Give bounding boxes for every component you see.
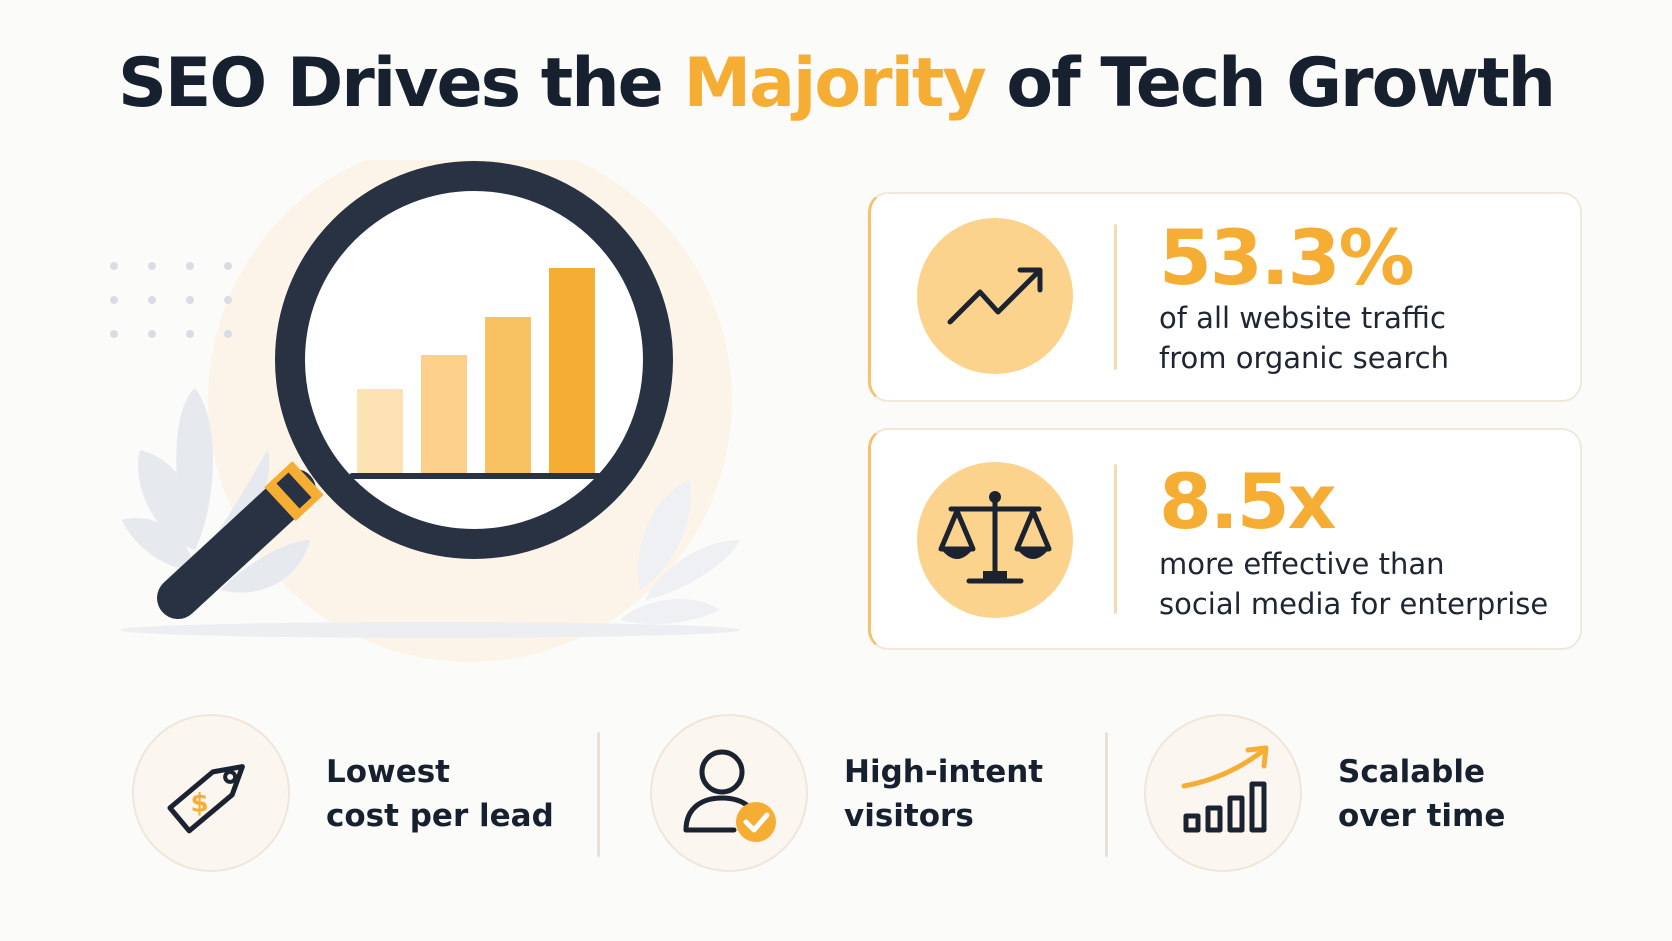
feature-separator: [597, 732, 600, 857]
stat-card-organic-traffic: 53.3% of all website traffic from organi…: [868, 192, 1582, 402]
page-title: SEO Drives the Majority of Tech Growth: [0, 44, 1672, 123]
title-part-1: SEO Drives the: [117, 44, 684, 123]
stat-description-line-1: of all website traffic: [1159, 301, 1446, 335]
stat-icon-circle: [917, 462, 1073, 618]
dot-grid-decoration: [110, 262, 232, 338]
stat-description: more effective than social media for ent…: [1159, 544, 1579, 624]
stat-description-line-2: from organic search: [1159, 341, 1449, 375]
title-accent: Majority: [683, 44, 986, 123]
feature-label-line-2: cost per lead: [326, 798, 554, 834]
feature-icon-circle: [650, 714, 808, 872]
svg-text:$: $: [190, 789, 208, 819]
stat-value: 53.3%: [1159, 213, 1415, 302]
user-check-icon: [683, 749, 776, 842]
feature-lowest-cost: $ Lowest cost per lead: [132, 714, 572, 876]
chart-bar-3: [485, 317, 531, 474]
magnifier-collar-inner: [276, 472, 312, 509]
chart-bar-1: [357, 389, 403, 474]
leaf-decoration-right: [620, 480, 740, 625]
chart-bar-2: [421, 355, 467, 474]
stat-divider: [1114, 464, 1117, 614]
magnifier-lens: [275, 161, 673, 559]
feature-label-line-2: over time: [1338, 798, 1506, 834]
feature-label-line-1: Lowest: [326, 754, 450, 790]
feature-separator: [1105, 732, 1108, 857]
feature-high-intent: High-intent visitors: [650, 714, 1090, 876]
stat-card-effectiveness: 8.5x more effective than social media fo…: [868, 428, 1582, 650]
magnifier-handle: [157, 469, 316, 619]
title-part-2: of Tech Growth: [984, 44, 1556, 123]
stat-description: of all website traffic from organic sear…: [1159, 298, 1579, 378]
feature-label-line-1: Scalable: [1338, 754, 1486, 790]
stat-description-line-2: social media for enterprise: [1159, 587, 1549, 621]
hero-illustration: [100, 160, 820, 690]
feature-icon-circle: $: [132, 714, 290, 872]
stat-icon-circle: [917, 218, 1073, 374]
balance-scale-icon: [938, 491, 1052, 584]
stat-value: 8.5x: [1159, 457, 1337, 546]
feature-label-line-1: High-intent: [844, 754, 1044, 790]
stat-divider: [1114, 224, 1117, 370]
chart-bar-4: [549, 268, 595, 474]
feature-label: Lowest cost per lead: [326, 750, 586, 838]
price-tag-dollar-icon: $: [167, 764, 245, 834]
stat-description-line-1: more effective than: [1159, 547, 1445, 581]
magnifying-glass-bar-chart-icon: [110, 160, 740, 662]
feature-scalable: Scalable over time: [1144, 714, 1584, 876]
ground-shadow: [120, 622, 740, 638]
trend-up-arrow-icon: [947, 267, 1043, 325]
feature-label: Scalable over time: [1338, 750, 1598, 838]
feature-label-line-2: visitors: [844, 798, 974, 834]
feature-icon-circle: [1144, 714, 1302, 872]
feature-label: High-intent visitors: [844, 750, 1104, 838]
growth-chart-arrow-icon: [1181, 745, 1269, 833]
